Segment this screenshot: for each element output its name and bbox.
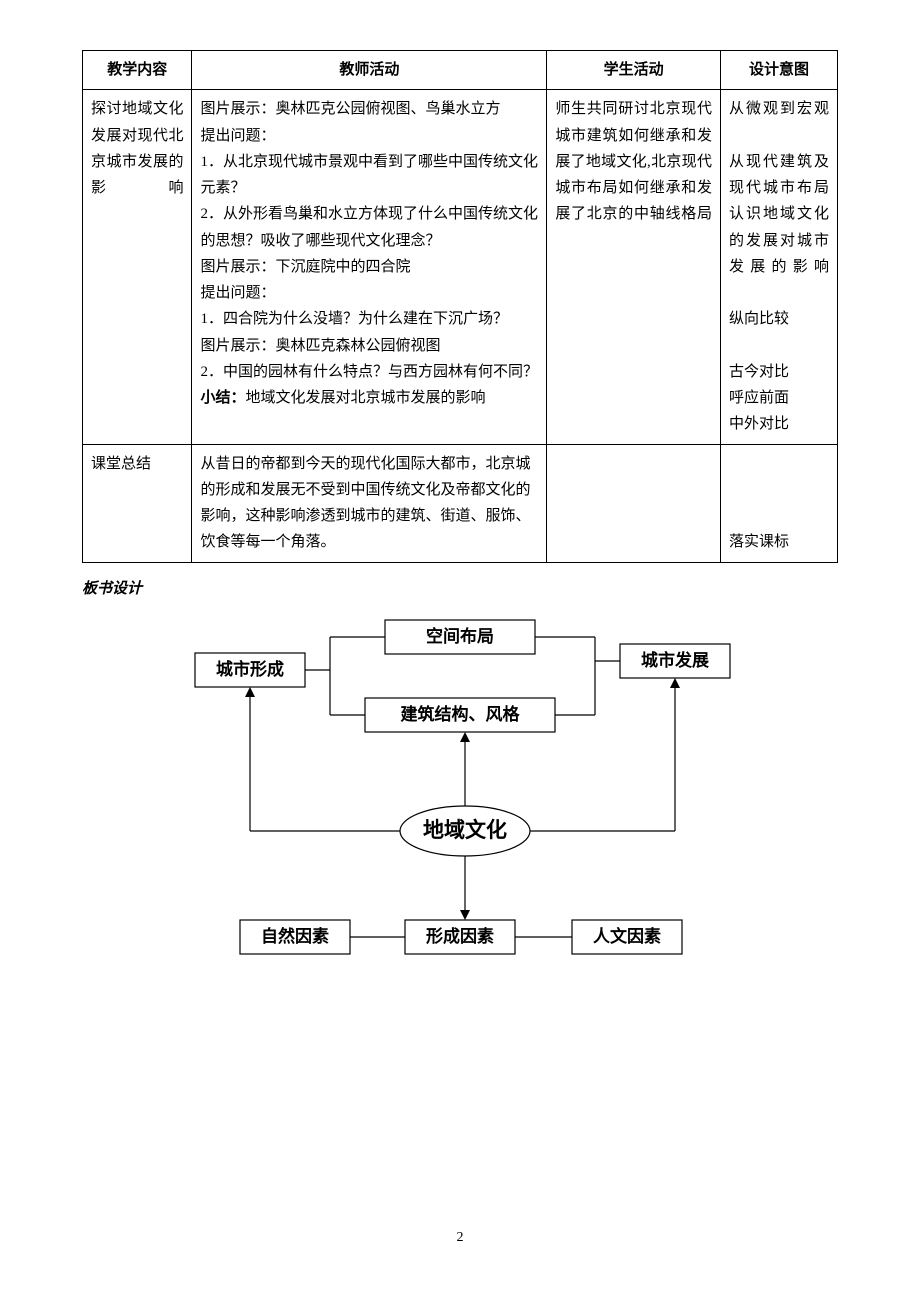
cell-intent-2: 落实课标 [720,444,837,562]
text: 探讨地域文化发展对现代北京城市发展的影响 [91,96,183,201]
spacer [729,123,829,149]
text: 2．中国的园林有什么特点？与西方园林有何不同？ [200,359,538,385]
svg-text:自然因素: 自然因素 [261,925,329,945]
svg-text:地域文化: 地域文化 [423,817,507,841]
board-design-diagram: 城市形成 空间布局建筑结构、风格 城市发展地域文化形成因素 自然因素 人文因素 [140,608,780,988]
table-row: 课堂总结 从昔日的帝都到今天的现代化国际大都市，北京城的形成和发展无不受到中国传… [83,444,838,562]
cell-student-2 [547,444,721,562]
text: 1．从北京现代城市景观中看到了哪些中国传统文化元素？ [200,149,538,202]
cell-content-1: 探讨地域文化发展对现代北京城市发展的影响 [83,90,192,444]
text: 中外对比 [729,411,829,437]
text: 提出问题： [200,123,538,149]
bold: 小结： [200,390,245,406]
table-row: 探讨地域文化发展对现代北京城市发展的影响 图片展示：奥林匹克公园俯视图、鸟巢水立… [83,90,838,444]
text: 地域文化发展对北京城市发展的影响 [245,390,485,406]
cell-intent-1: 从微观到宏观 从现代建筑及现代城市布局认识地域文化的发展对城市发展的影响 纵向比… [720,90,837,444]
text: 纵向比较 [729,306,829,332]
text: 呼应前面 [729,385,829,411]
cell-teacher-2: 从昔日的帝都到今天的现代化国际大都市，北京城的形成和发展无不受到中国传统文化及帝… [192,444,547,562]
text: 从昔日的帝都到今天的现代化国际大都市，北京城的形成和发展无不受到中国传统文化及帝… [200,451,538,556]
svg-text:建筑结构、风格: 建筑结构、风格 [401,703,521,723]
text: 从微观到宏观 [729,96,829,122]
spacer [729,451,829,477]
spacer [729,477,829,503]
page-number: 2 [0,1230,920,1246]
svg-text:城市发展: 城市发展 [641,649,709,669]
th-intent: 设计意图 [720,51,837,90]
text: 图片展示：下沉庭院中的四合院 [200,254,538,280]
th-teacher: 教师活动 [192,51,547,90]
text: 图片展示：奥林匹克森林公园俯视图 [200,333,538,359]
text: 从现代建筑及现代城市布局认识地域文化的发展对城市发展的影响 [729,149,829,280]
text: 落实课标 [729,529,829,555]
cell-teacher-1: 图片展示：奥林匹克公园俯视图、鸟巢水立方 提出问题： 1．从北京现代城市景观中看… [192,90,547,444]
th-content: 教学内容 [83,51,192,90]
th-student: 学生活动 [547,51,721,90]
text: 课堂总结 [91,451,183,477]
text: 图片展示：奥林匹克公园俯视图、鸟巢水立方 [200,96,538,122]
board-design-heading: 板书设计 [82,577,838,598]
cell-student-1: 师生共同研讨北京现代城市建筑如何继承和发展了地域文化,北京现代城市布局如何继承和… [547,90,721,444]
diagram-container: 城市形成 空间布局建筑结构、风格 城市发展地域文化形成因素 自然因素 人文因素 [82,608,838,988]
text: 小结：地域文化发展对北京城市发展的影响 [200,385,538,411]
svg-text:形成因素: 形成因素 [426,925,494,945]
lesson-table: 教学内容 教师活动 学生活动 设计意图 探讨地域文化发展对现代北京城市发展的影响… [82,50,838,563]
text: 2．从外形看鸟巢和水立方体现了什么中国传统文化的思想？吸收了哪些现代文化理念？ [200,201,538,254]
text: 1．四合院为什么没墙？为什么建在下沉广场？ [200,306,538,332]
cell-content-2: 课堂总结 [83,444,192,562]
text: 古今对比 [729,359,829,385]
text: 师生共同研讨北京现代城市建筑如何继承和发展了地域文化,北京现代城市布局如何继承和… [555,96,712,227]
table-header-row: 教学内容 教师活动 学生活动 设计意图 [83,51,838,90]
spacer [729,503,829,529]
spacer [729,280,829,306]
spacer [729,333,829,359]
svg-text:城市形成: 城市形成 [216,658,284,678]
svg-text:人文因素: 人文因素 [593,925,661,945]
text: 提出问题： [200,280,538,306]
svg-text:空间布局: 空间布局 [426,625,494,645]
